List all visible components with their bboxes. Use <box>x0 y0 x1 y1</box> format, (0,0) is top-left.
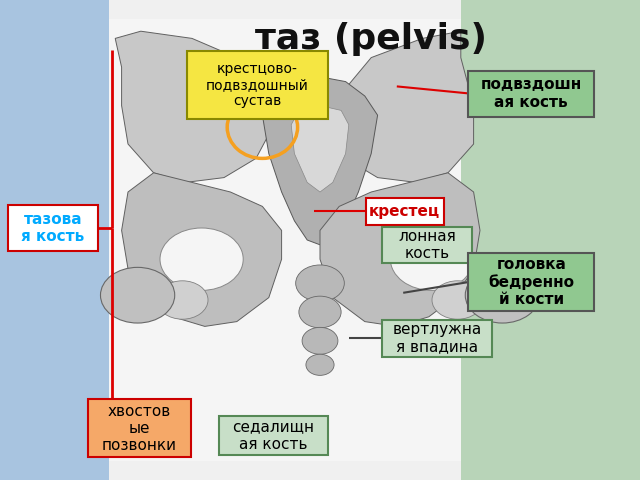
Bar <box>109 0 531 480</box>
Polygon shape <box>115 31 269 182</box>
FancyBboxPatch shape <box>382 227 472 263</box>
Circle shape <box>296 265 344 301</box>
FancyBboxPatch shape <box>468 71 594 117</box>
Circle shape <box>390 228 474 290</box>
FancyBboxPatch shape <box>468 253 594 311</box>
Text: вертлужна
я впадина: вертлужна я впадина <box>392 322 481 355</box>
Bar <box>461 0 640 480</box>
Circle shape <box>160 228 243 290</box>
Circle shape <box>157 281 208 319</box>
Text: крестцово-
подвздошный
сустав: крестцово- подвздошный сустав <box>206 62 309 108</box>
FancyBboxPatch shape <box>8 205 98 251</box>
Text: крестец: крестец <box>369 204 440 219</box>
FancyBboxPatch shape <box>366 198 444 225</box>
Polygon shape <box>320 173 480 326</box>
Circle shape <box>465 267 540 323</box>
Text: таз (pelvis): таз (pelvis) <box>255 22 487 56</box>
Bar <box>109 19 461 461</box>
FancyBboxPatch shape <box>187 51 328 119</box>
Circle shape <box>302 327 338 354</box>
Polygon shape <box>291 106 349 192</box>
Text: лонная
кость: лонная кость <box>398 228 456 261</box>
Text: хвостов
ые
позвонки: хвостов ые позвонки <box>102 404 177 453</box>
FancyBboxPatch shape <box>219 416 328 455</box>
Text: подвздошн
ая кость: подвздошн ая кость <box>481 77 582 110</box>
Polygon shape <box>262 77 378 245</box>
FancyBboxPatch shape <box>382 320 492 357</box>
Polygon shape <box>122 173 282 326</box>
Polygon shape <box>333 31 474 182</box>
Circle shape <box>306 354 334 375</box>
Text: тазова
я кость: тазова я кость <box>21 212 84 244</box>
FancyBboxPatch shape <box>88 399 191 457</box>
Text: седалищн
ая кость: седалищн ая кость <box>232 420 315 452</box>
Circle shape <box>100 267 175 323</box>
Circle shape <box>299 296 341 328</box>
Text: головка
бедренно
й кости: головка бедренно й кости <box>488 257 574 307</box>
Circle shape <box>432 281 483 319</box>
